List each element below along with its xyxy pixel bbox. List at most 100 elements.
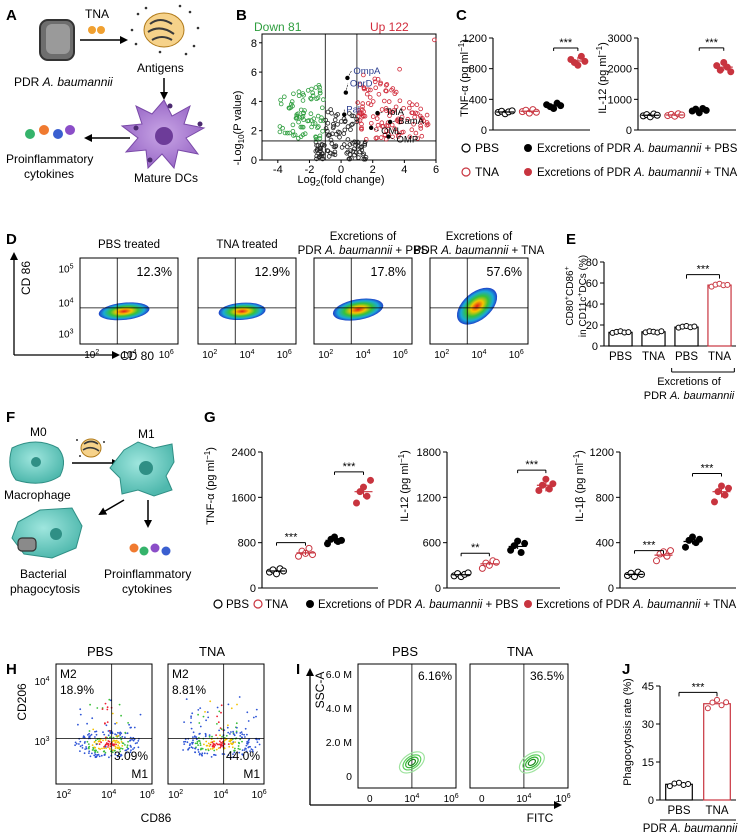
event-dot: [216, 723, 218, 725]
flow-plot: M2 18.9% 3.09% M1 102 104 106 103 104: [34, 663, 155, 801]
event-dot: [246, 742, 249, 745]
data-point: [723, 699, 730, 706]
volcano-point: [395, 116, 401, 122]
event-dot: [232, 733, 235, 735]
volcano-point: [418, 106, 424, 112]
event-dot: [124, 749, 127, 752]
data-point: [691, 323, 698, 330]
flow-frame: [197, 257, 297, 345]
event-dot: [87, 734, 89, 736]
event-dot: [107, 740, 110, 742]
volcano-point: [349, 113, 355, 119]
m0-macrophage-icon: [9, 441, 64, 484]
volcano-point: [362, 156, 368, 162]
volcano-point: [347, 156, 353, 162]
event-dot: [105, 724, 108, 727]
event-dot: [254, 746, 257, 748]
contour-ring: [518, 751, 545, 774]
event-dot: [252, 750, 254, 753]
event-dot: [239, 732, 242, 734]
volcano-point: [329, 111, 334, 116]
event-dot: [111, 712, 114, 715]
y-tick-label: 1200: [417, 492, 441, 504]
event-dot: [228, 740, 231, 743]
event-dot: [106, 721, 109, 723]
event-dot: [223, 747, 226, 750]
event-dot: [211, 735, 213, 738]
event-dot: [92, 728, 95, 731]
event-dot: [213, 740, 216, 743]
x-tick-label: 106: [556, 793, 571, 805]
event-dot: [218, 743, 221, 746]
contour-ring: [405, 756, 419, 769]
event-dot: [104, 745, 107, 748]
x-tick-label: 104: [355, 349, 370, 361]
quadrant-percent: 17.8%: [371, 265, 406, 279]
legend-g-tna: TNA: [265, 599, 288, 611]
significance-label: **: [471, 542, 480, 554]
event-dot: [229, 738, 232, 741]
volcano-point: [298, 134, 304, 140]
volcano-point: [315, 95, 321, 100]
y-tick-label: 6.0 M: [326, 669, 352, 681]
labeled-point: [387, 119, 393, 125]
event-dot: [243, 749, 246, 751]
protein-label: TolA: [385, 107, 404, 118]
event-dot: [102, 739, 104, 742]
event-dot: [216, 706, 219, 709]
quadrant-name: M2: [172, 667, 189, 681]
cytokines-label-2: cytokines: [24, 167, 74, 181]
event-dot: [199, 744, 202, 746]
data-point: [353, 499, 360, 507]
volcano-point: [330, 121, 336, 127]
volcano-point: [345, 124, 351, 129]
event-dot: [194, 747, 197, 750]
cytokines-label-1: Proinflammatory: [6, 152, 93, 166]
event-dot: [125, 751, 128, 754]
event-dot: [235, 731, 238, 734]
y-tick-label: 0: [608, 583, 614, 595]
d-xlabel: CD 80: [120, 349, 154, 363]
event-dot: [240, 731, 243, 733]
g-il12-ylabel: IL-12 (pg ml−1): [397, 450, 411, 522]
flow-plots-d: PBS treated 12.3% 102 104 106 103 104 105 TNA tr…: [58, 231, 544, 361]
event-dot: [197, 748, 200, 751]
h-xlabel: CD86: [141, 811, 172, 825]
significance-label: ***: [701, 463, 715, 475]
event-dot: [247, 720, 250, 722]
event-dot: [109, 731, 112, 734]
event-dot: [124, 744, 126, 746]
legend-marker-exc-tna: [524, 600, 532, 608]
volcano-point: [401, 106, 406, 111]
e-group-label-2: PDR A. baumannii: [644, 390, 735, 402]
significance-label: ***: [705, 37, 719, 49]
volcano-point: [330, 151, 336, 157]
significance-label: ***: [692, 681, 706, 693]
volcano-point: [296, 119, 301, 125]
volcano-point: [407, 100, 412, 105]
volcano-point: [406, 105, 412, 111]
event-dot: [117, 731, 119, 734]
volcano-point: [277, 129, 283, 135]
y-tick-label: 104: [58, 298, 73, 310]
event-dot: [109, 736, 112, 739]
data-point: [305, 544, 313, 552]
event-dot: [219, 727, 222, 729]
e-group-label-1: Excretions of: [657, 376, 722, 388]
volcano-point: [322, 143, 327, 148]
event-dot: [204, 711, 206, 713]
panel-e: E 0 20 40 60 80 PBS TNA PBS TNA *** CD80+CD86+ in…: [564, 231, 736, 402]
volcano-point: [409, 127, 415, 132]
contour-ring: [398, 751, 425, 774]
volcano-point: [368, 102, 374, 108]
quadrant-percent: 3.09%: [114, 749, 148, 763]
event-dot: [108, 698, 111, 701]
volcano-point: [313, 137, 319, 142]
protein-label: OMP: [397, 135, 419, 146]
event-dot: [216, 715, 219, 718]
volcano-point: [300, 91, 306, 96]
x-tick-label: 102: [168, 789, 183, 801]
category-label: TNA: [706, 805, 729, 817]
event-dot: [244, 727, 247, 730]
